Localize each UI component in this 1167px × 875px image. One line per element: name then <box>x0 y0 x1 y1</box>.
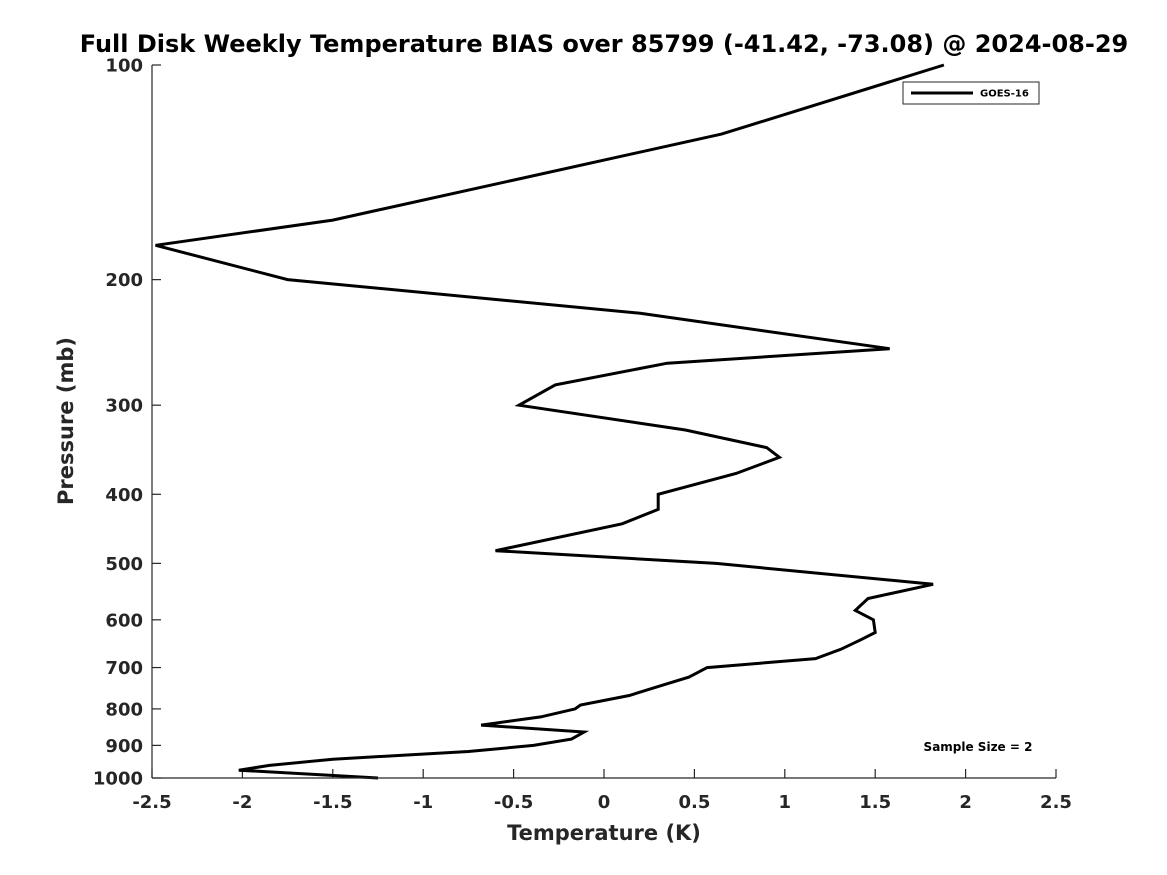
x-tick-label: -1 <box>413 792 433 813</box>
y-axis-label: Pressure (mb) <box>54 337 78 505</box>
x-tick-label: 1.5 <box>859 792 891 813</box>
x-tick-label: 2.5 <box>1040 792 1072 813</box>
y-tick-label: 900 <box>105 736 143 757</box>
y-tick-label: 700 <box>105 658 143 679</box>
y-tick-label: 300 <box>105 396 143 417</box>
y-tick-label: 1000 <box>93 769 143 790</box>
x-axis-label: Temperature (K) <box>507 821 701 845</box>
x-axis: -2.5 -2 -1.5 -1 -0.5 0 0.5 1 1.5 2 2.5 <box>132 769 1072 813</box>
x-tick-label: 2 <box>959 792 972 813</box>
x-tick-label: 0 <box>598 792 611 813</box>
x-tick-label: 0.5 <box>678 792 710 813</box>
chart-title: Full Disk Weekly Temperature BIAS over 8… <box>80 30 1128 58</box>
y-tick-label: 400 <box>105 485 143 506</box>
x-tick-label: -0.5 <box>494 792 533 813</box>
y-tick-label: 200 <box>105 270 143 291</box>
x-tick-label: -2 <box>232 792 252 813</box>
sample-size-annotation: Sample Size = 2 <box>924 740 1033 754</box>
y-axis: 100 200 300 400 500 600 700 800 900 1000 <box>93 56 161 790</box>
y-tick-label: 500 <box>105 554 143 575</box>
legend: GOES-16 <box>902 81 1040 105</box>
x-tick-label: -2.5 <box>132 792 171 813</box>
x-tick-label: 1 <box>779 792 792 813</box>
y-tick-label: 800 <box>105 699 143 720</box>
legend-label: GOES-16 <box>980 89 1029 100</box>
series-line-goes-16 <box>155 63 945 780</box>
y-tick-label: 600 <box>105 610 143 631</box>
x-tick-label: -1.5 <box>313 792 352 813</box>
y-tick-label: 100 <box>105 56 143 77</box>
series-layer <box>155 63 945 780</box>
